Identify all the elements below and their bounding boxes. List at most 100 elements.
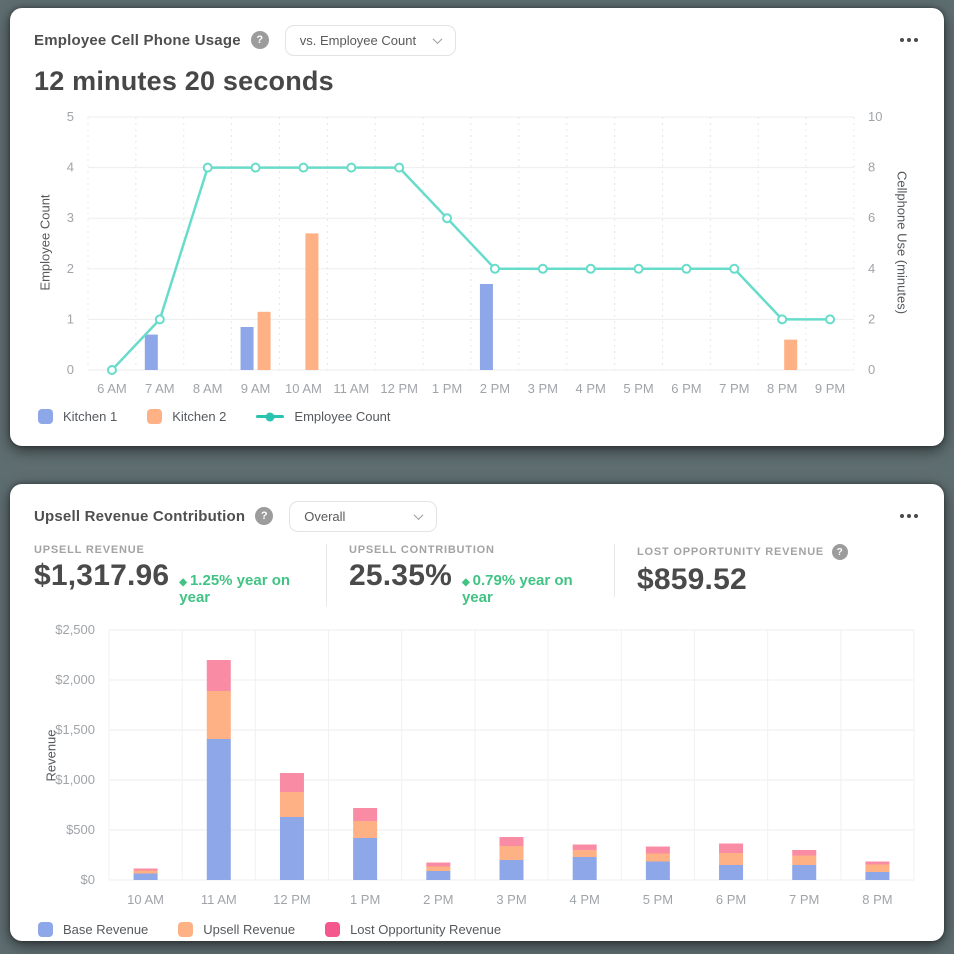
stat-label: UPSELL CONTRIBUTION [349, 544, 495, 556]
svg-text:11 AM: 11 AM [201, 892, 237, 907]
stat-delta: ◆ 0.79% year on year [461, 572, 573, 606]
chart-legend: Base Revenue Upsell Revenue Lost Opportuni… [34, 922, 920, 937]
dropdown-value: Overall [304, 508, 346, 524]
chevron-down-icon [432, 33, 443, 44]
svg-text:6 AM: 6 AM [97, 381, 127, 396]
delta-up-icon: ◆ [179, 577, 187, 588]
svg-text:$2,000: $2,000 [55, 672, 95, 687]
card-title: Upsell Revenue Contribution [34, 507, 246, 525]
svg-text:3 PM: 3 PM [528, 381, 558, 396]
legend-label: Upsell Revenue [203, 922, 296, 937]
legend-color-swatch [147, 409, 163, 424]
ellipsis-dot [907, 38, 911, 42]
legend-color-swatch [325, 922, 341, 937]
stat-value: $859.52 [637, 563, 747, 596]
svg-text:1: 1 [67, 311, 74, 326]
legend-item-lost-opportunity-revenue[interactable]: Lost Opportunity Revenue [325, 922, 501, 937]
svg-text:2 PM: 2 PM [423, 892, 453, 907]
svg-text:8: 8 [868, 160, 875, 175]
svg-text:0: 0 [868, 362, 875, 377]
help-icon[interactable]: ? [250, 31, 269, 49]
cell-phone-usage-card: Employee Cell Phone Usage ? vs. Employee… [10, 8, 944, 446]
ellipsis-dot [914, 514, 918, 518]
legend-label: Employee Count [294, 409, 391, 424]
svg-text:11 AM: 11 AM [333, 381, 369, 396]
legend-item-employee-count[interactable]: Employee Count [256, 409, 391, 424]
stat-upsell-contribution: UPSELL CONTRIBUTION 25.35% ◆ 0.79% year o… [326, 544, 614, 606]
ellipsis-dot [907, 514, 911, 518]
svg-text:0: 0 [67, 362, 74, 377]
ellipsis-dot [900, 514, 904, 518]
svg-text:8 PM: 8 PM [862, 892, 892, 907]
more-menu-button[interactable] [898, 508, 920, 524]
svg-text:9 PM: 9 PM [815, 381, 845, 396]
svg-text:1 PM: 1 PM [350, 892, 380, 907]
svg-text:4: 4 [868, 261, 875, 276]
cell-phone-combo-chart: 0 1 2 3 4 5 0 2 4 6 8 10 6 AM 7 AM 8 AM 9 AM 10 AM 11 AM 1… [67, 109, 883, 396]
svg-text:4: 4 [67, 160, 74, 175]
stat-upsell-revenue: UPSELL REVENUE $1,317.96 ◆ 1.25% year on … [34, 544, 326, 606]
svg-text:10 AM: 10 AM [285, 381, 322, 396]
stat-value: 25.35% [349, 559, 452, 592]
svg-text:7 PM: 7 PM [719, 381, 749, 396]
help-icon[interactable]: ? [832, 544, 849, 560]
legend-item-kitchen-1[interactable]: Kitchen 1 [38, 409, 117, 424]
stat-lost-opportunity-revenue: LOST OPPORTUNITY REVENUE ? $859.52 [614, 544, 870, 597]
svg-text:10 AM: 10 AM [127, 892, 164, 907]
svg-text:8 PM: 8 PM [767, 381, 797, 396]
headline-metric: 12 minutes 20 seconds [34, 66, 334, 96]
svg-text:1 PM: 1 PM [432, 381, 462, 396]
more-menu-button[interactable] [898, 32, 920, 48]
comparison-dropdown[interactable]: vs. Employee Count [284, 24, 457, 56]
stat-value: $1,317.96 [34, 559, 170, 592]
svg-text:4 PM: 4 PM [576, 381, 606, 396]
upsell-stacked-bar-chart: $0 $500 $1,000 $1,500 $2,000 $2,500 10 AM 11 AM… [55, 622, 915, 907]
svg-text:$0: $0 [81, 872, 95, 887]
card-header: Upsell Revenue Contribution ? Overall [34, 500, 920, 532]
svg-text:2: 2 [868, 311, 875, 326]
svg-text:5: 5 [67, 109, 74, 124]
chart-legend: Kitchen 1 Kitchen 2 Employee Count [34, 409, 920, 424]
legend-item-kitchen-2[interactable]: Kitchen 2 [147, 409, 226, 424]
legend-item-base-revenue[interactable]: Base Revenue [38, 922, 148, 937]
legend-label: Kitchen 2 [172, 409, 227, 424]
legend-item-upsell-revenue[interactable]: Upsell Revenue [178, 922, 295, 937]
stat-label: LOST OPPORTUNITY REVENUE ? [637, 544, 849, 560]
legend-label: Base Revenue [63, 922, 149, 937]
svg-text:8 AM: 8 AM [193, 381, 223, 396]
svg-text:$1,500: $1,500 [55, 722, 95, 737]
svg-text:7 AM: 7 AM [145, 381, 175, 396]
svg-text:6 PM: 6 PM [716, 892, 746, 907]
chevron-down-icon [413, 509, 424, 520]
svg-text:12 PM: 12 PM [380, 381, 418, 396]
legend-label: Lost Opportunity Revenue [350, 922, 502, 937]
upsell-revenue-card: Upsell Revenue Contribution ? Overall UP… [10, 484, 944, 941]
svg-text:4 PM: 4 PM [570, 892, 600, 907]
stat-delta: ◆ 1.25% year on year [179, 572, 291, 606]
svg-text:10: 10 [868, 109, 882, 124]
svg-text:5 PM: 5 PM [623, 381, 653, 396]
line-marker-icon [265, 412, 275, 421]
legend-color-swatch [38, 922, 53, 937]
ellipsis-dot [914, 38, 918, 42]
legend-color-swatch [178, 922, 194, 937]
svg-text:3: 3 [67, 210, 74, 225]
legend-label: Kitchen 1 [63, 409, 118, 424]
svg-text:$500: $500 [66, 822, 95, 837]
help-icon[interactable]: ? [255, 507, 274, 525]
svg-text:12 PM: 12 PM [273, 892, 311, 907]
svg-text:5 PM: 5 PM [643, 892, 673, 907]
cell-phone-chart-area: Employee Count Cellphone Use (minutes) 0… [34, 101, 920, 397]
svg-text:3 PM: 3 PM [496, 892, 526, 907]
svg-text:2: 2 [67, 261, 74, 276]
card-title: Employee Cell Phone Usage [34, 31, 241, 49]
legend-line-swatch [256, 412, 285, 421]
ellipsis-dot [900, 38, 904, 42]
scope-dropdown[interactable]: Overall [289, 500, 438, 532]
upsell-chart-area: Revenue $0 $500 $1,000 $1,500 $2,000 $2,500 10… [34, 610, 920, 910]
delta-up-icon: ◆ [461, 577, 470, 588]
svg-text:$1,000: $1,000 [55, 772, 95, 787]
svg-text:$2,500: $2,500 [55, 622, 95, 637]
dropdown-value: vs. Employee Count [299, 32, 417, 48]
stat-label: UPSELL REVENUE [34, 544, 145, 556]
